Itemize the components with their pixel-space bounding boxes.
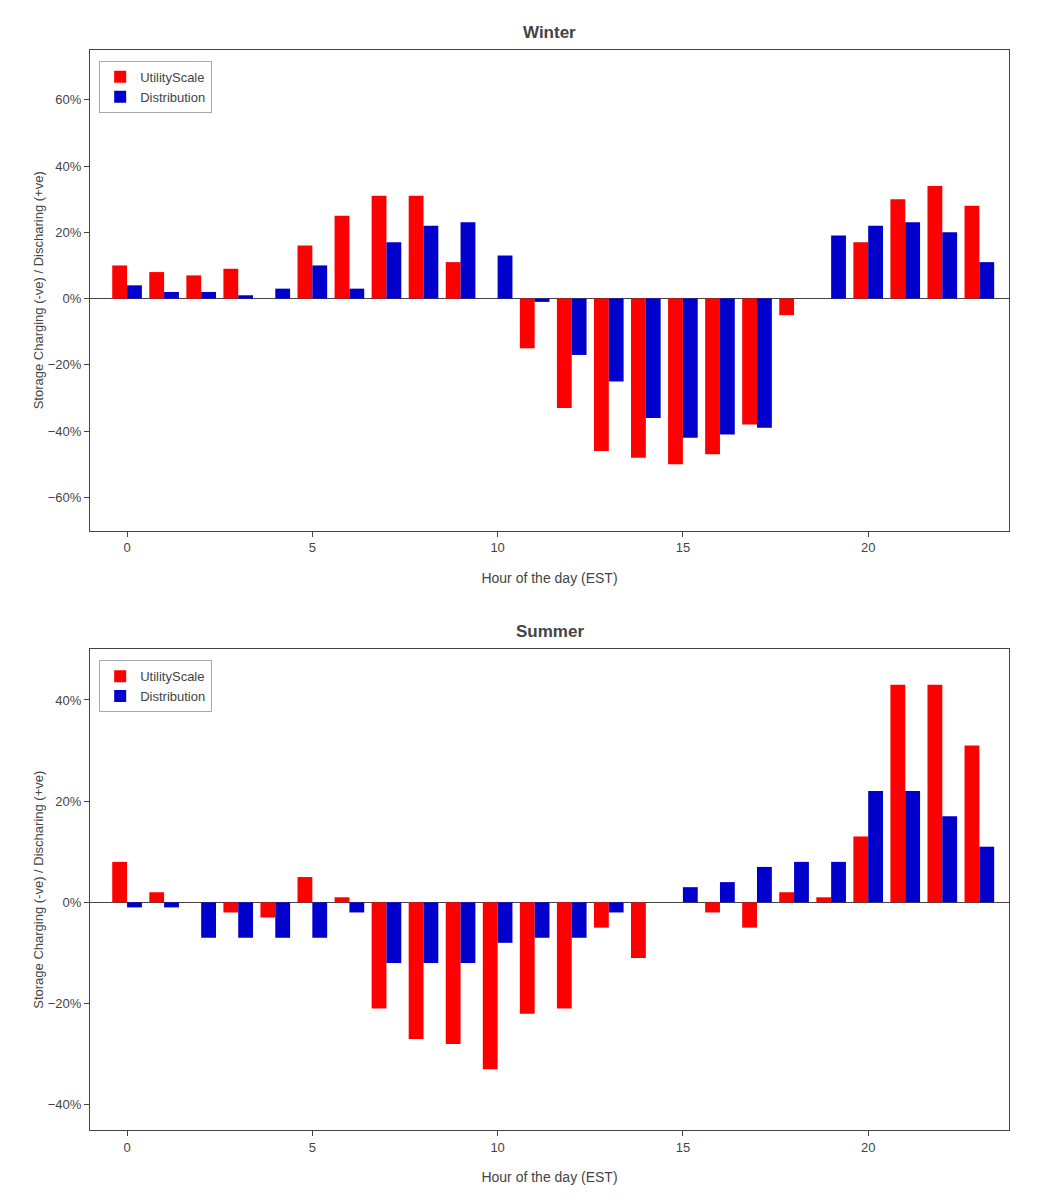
svg-text:−20%: −20% [48, 996, 82, 1011]
svg-text:−40%: −40% [48, 1097, 82, 1112]
svg-text:Distribution: Distribution [140, 689, 205, 704]
svg-text:−40%: −40% [48, 424, 82, 439]
svg-text:40%: 40% [55, 159, 81, 174]
svg-text:20: 20 [861, 1140, 875, 1155]
svg-text:0: 0 [123, 540, 130, 555]
svg-text:15: 15 [676, 1140, 690, 1155]
svg-text:−60%: −60% [48, 490, 82, 505]
svg-text:Summer: Summer [516, 622, 584, 641]
svg-text:Hour of the day (EST): Hour of the day (EST) [481, 570, 617, 586]
svg-text:0%: 0% [63, 895, 82, 910]
svg-text:40%: 40% [55, 693, 81, 708]
svg-text:UtilityScale: UtilityScale [140, 70, 204, 85]
svg-text:−20%: −20% [48, 357, 82, 372]
svg-text:Hour of the day (EST): Hour of the day (EST) [481, 1169, 617, 1185]
svg-text:5: 5 [309, 1140, 316, 1155]
svg-text:20%: 20% [55, 225, 81, 240]
svg-text:10: 10 [490, 540, 504, 555]
svg-text:60%: 60% [55, 92, 81, 107]
svg-text:10: 10 [490, 1140, 504, 1155]
svg-text:Storage Charging (-ve) / Disch: Storage Charging (-ve) / Discharing (+ve… [31, 771, 46, 1009]
svg-text:Distribution: Distribution [140, 90, 205, 105]
svg-text:Winter: Winter [523, 23, 576, 42]
svg-text:Storage Charging (-ve) / Disch: Storage Charging (-ve) / Discharing (+ve… [31, 171, 46, 409]
svg-text:5: 5 [309, 540, 316, 555]
svg-text:0: 0 [123, 1140, 130, 1155]
svg-text:15: 15 [676, 540, 690, 555]
svg-text:UtilityScale: UtilityScale [140, 669, 204, 684]
svg-text:0%: 0% [63, 291, 82, 306]
svg-text:20: 20 [861, 540, 875, 555]
svg-text:20%: 20% [55, 794, 81, 809]
